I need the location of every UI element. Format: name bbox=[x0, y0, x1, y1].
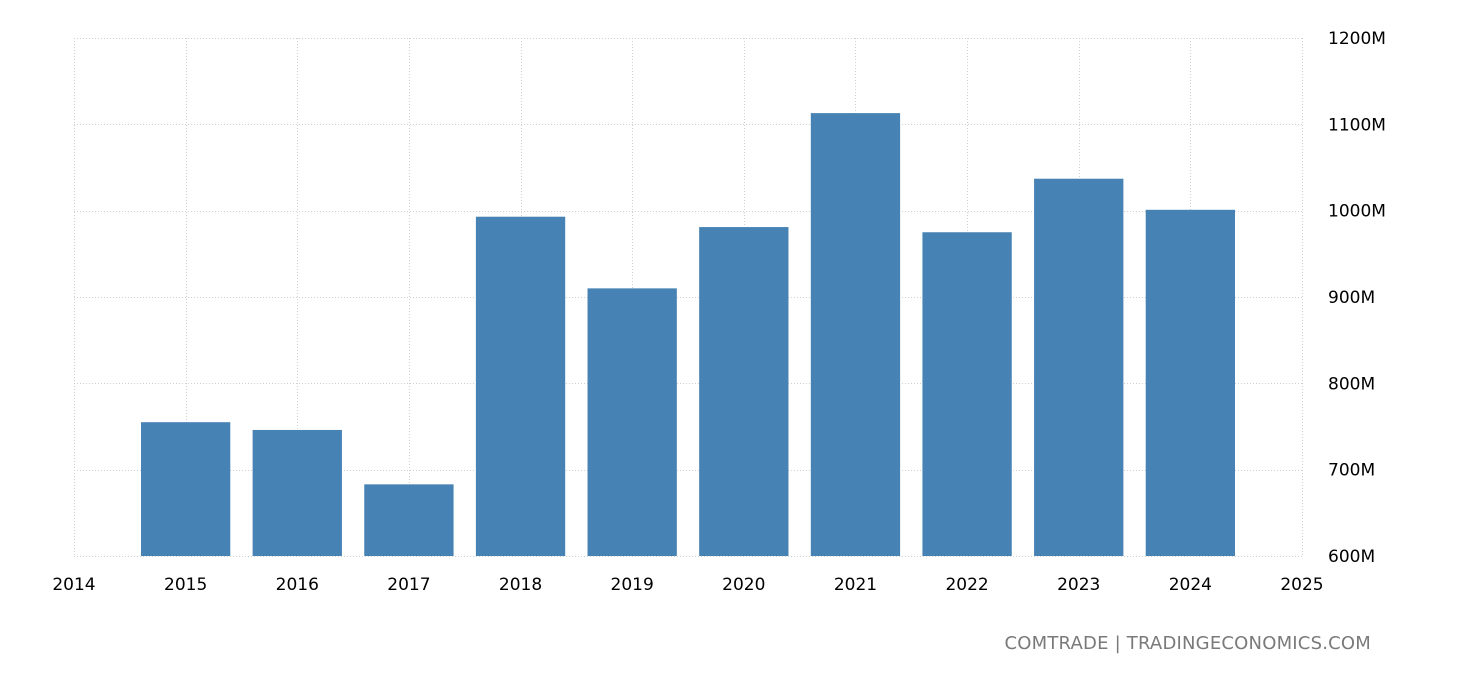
y-tick-label: 1100M bbox=[1328, 115, 1386, 135]
bar-2019 bbox=[587, 288, 677, 556]
source-label: COMTRADE | TRADINGECONOMICS.COM bbox=[1004, 633, 1371, 654]
x-tick-label: 2018 bbox=[499, 575, 542, 595]
x-tick-label: 2022 bbox=[945, 575, 988, 595]
x-axis-ticks: 2014 2015 2016 2017 2018 2019 2020 2021 2022 2023… bbox=[52, 575, 1323, 595]
y-axis-ticks: 600M 700M 800M 900M 1000M 1100M 1200M bbox=[1328, 29, 1386, 567]
y-tick-label: 700M bbox=[1328, 461, 1375, 481]
y-tick-label: 1000M bbox=[1328, 202, 1386, 222]
bar-2017 bbox=[364, 484, 454, 556]
x-tick-label: 2021 bbox=[834, 575, 877, 595]
bar-2021 bbox=[810, 113, 901, 557]
bar-2022 bbox=[922, 232, 1012, 556]
y-tick-label: 1200M bbox=[1328, 29, 1386, 49]
bar-2015 bbox=[140, 422, 231, 556]
x-tick-label: 2020 bbox=[722, 575, 765, 595]
bar-2018 bbox=[475, 216, 566, 556]
y-tick-label: 900M bbox=[1328, 288, 1375, 308]
bar-2016 bbox=[252, 429, 342, 556]
x-tick-label: 2019 bbox=[611, 575, 654, 595]
x-tick-label: 2014 bbox=[52, 575, 95, 595]
bar-2023 bbox=[1034, 178, 1124, 556]
y-tick-label: 600M bbox=[1328, 547, 1375, 567]
y-tick-label: 800M bbox=[1328, 374, 1375, 394]
x-tick-label: 2024 bbox=[1169, 575, 1212, 595]
bar-2024 bbox=[1145, 209, 1236, 556]
x-tick-label: 2017 bbox=[387, 575, 430, 595]
x-tick-label: 2023 bbox=[1057, 575, 1100, 595]
bar-2020 bbox=[699, 227, 789, 556]
x-tick-label: 2016 bbox=[276, 575, 319, 595]
x-tick-label: 2025 bbox=[1280, 575, 1323, 595]
bars bbox=[140, 113, 1236, 557]
x-tick-label: 2015 bbox=[164, 575, 207, 595]
